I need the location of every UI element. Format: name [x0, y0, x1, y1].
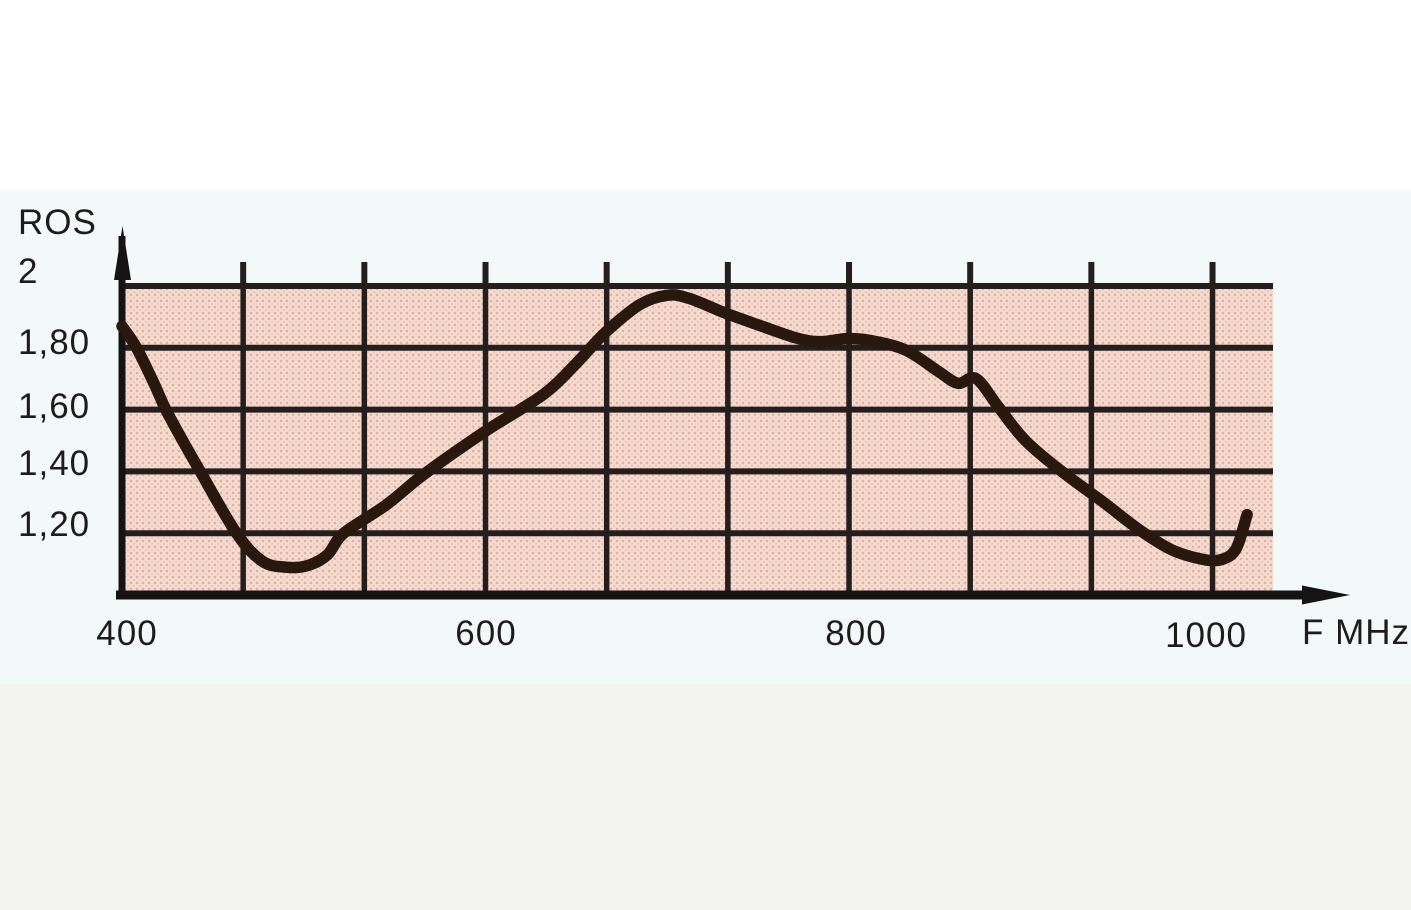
plot-area [122, 286, 1273, 595]
y-tick-label-1-60: 1,60 [18, 387, 91, 426]
y-tick-label-1-20: 1,20 [18, 505, 91, 544]
y-axis-title: ROS [18, 203, 97, 242]
y-tick-label-1-80: 1,80 [18, 323, 91, 362]
x-tick-label-600: 600 [455, 614, 517, 653]
y-tick-label-1-40: 1,40 [18, 444, 91, 483]
scan-background-band-lower [0, 684, 1411, 910]
x-tick-label-800: 800 [825, 614, 887, 653]
x-tick-label-400: 400 [96, 614, 158, 653]
y-axis-arrowhead-icon [114, 226, 131, 280]
x-axis-arrowhead-icon [1302, 585, 1350, 605]
y-tick-label-2: 2 [18, 252, 39, 291]
x-axis-title: F MHz [1301, 613, 1411, 652]
ros-curve [116, 289, 1253, 574]
x-tick-label-1000: 1000 [1165, 616, 1247, 655]
